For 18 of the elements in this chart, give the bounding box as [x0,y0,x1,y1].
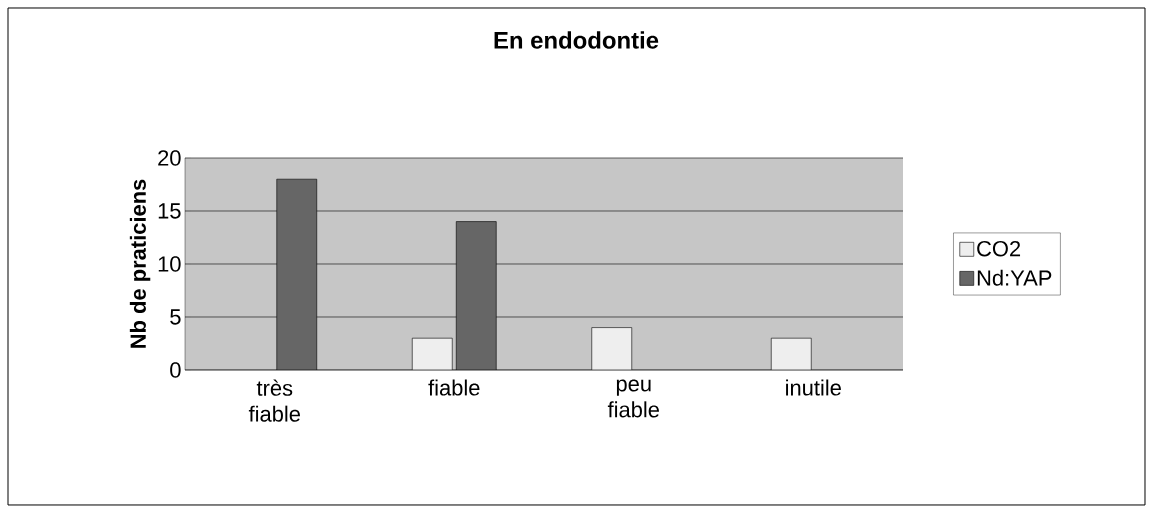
y-tick-label: 0 [170,362,181,378]
legend-label: CO2 [977,240,1021,257]
y-axis-title: Nb de praticiens [129,179,151,348]
y-tick-label: 5 [170,309,181,325]
x-tick-label: peu fiable [607,379,659,418]
chart-title: En endodontie [494,31,659,49]
y-tick-label: 15 [158,203,181,219]
x-tick-label: fiable [428,379,480,396]
y-tick-label: 20 [158,150,181,166]
bar [455,221,497,370]
y-tick-label: 10 [158,256,181,272]
legend-label: Nd:YAP [977,269,1052,286]
x-tick-label: inutile [786,379,841,396]
bar [770,337,812,370]
x-tick-label: très fiable [248,379,300,422]
bar [411,337,453,370]
bar [591,327,633,370]
bar [276,178,318,370]
